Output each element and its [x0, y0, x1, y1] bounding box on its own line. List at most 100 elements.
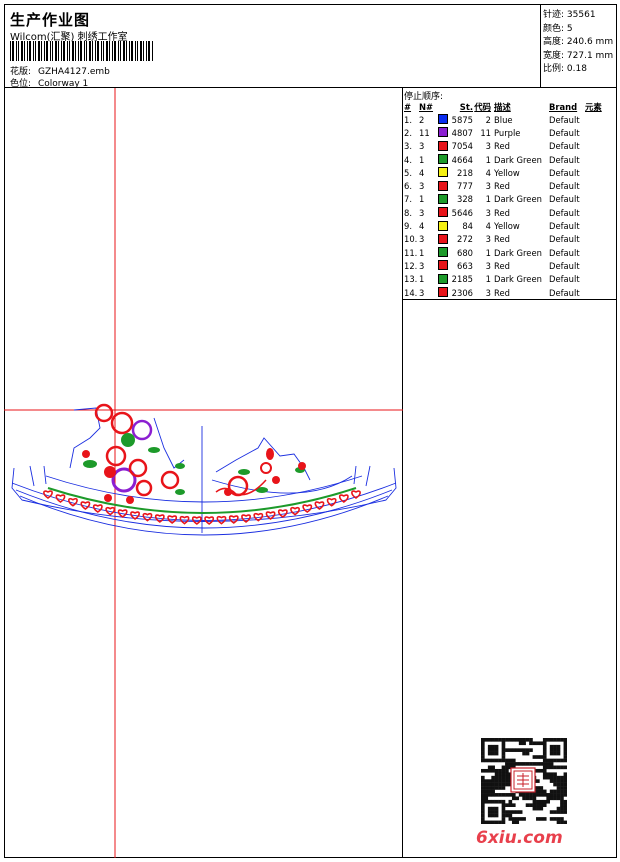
row-stitches: 4807 — [451, 127, 473, 138]
color-swatch — [438, 273, 448, 284]
row-code: 2 — [485, 114, 491, 125]
col-header-needle: N# — [419, 101, 434, 112]
red-seal-icon — [510, 767, 536, 793]
row-swatch — [438, 259, 451, 272]
heart-motif — [290, 506, 300, 516]
row-index: 7. — [404, 194, 412, 205]
header-panel: 生产作业图 Wilcom(汇聚) 刺绣工作室 花版: GZHA4127.emb 色… — [4, 4, 541, 89]
row-stitches: 218 — [457, 167, 473, 178]
design-canvas — [4, 88, 403, 858]
heart-motif — [154, 514, 165, 523]
heart-border — [43, 490, 361, 525]
row-swatch — [438, 153, 451, 166]
scale-row: 比例: 0.18 — [543, 61, 617, 75]
row-brand: Default — [549, 127, 580, 138]
row-swatch — [438, 140, 451, 153]
colorway-row: 色位: Colorway 1 — [10, 76, 88, 89]
width-value: 727.1 mm — [566, 50, 614, 61]
design-row: 花版: GZHA4127.emb — [10, 64, 110, 77]
row-index: 13. — [404, 274, 418, 285]
row-swatch — [438, 219, 451, 232]
row-needle: 4 — [419, 167, 425, 178]
row-index: 1. — [404, 114, 412, 125]
table-row: 1. 2 5875 2 Blue Default — [403, 113, 602, 126]
row-needle: 1 — [419, 194, 425, 205]
row-needle: 3 — [419, 260, 425, 271]
heart-motif — [191, 516, 202, 525]
heart-motif — [43, 490, 53, 499]
table-row: 7. 1 328 1 Dark Green Default — [403, 193, 602, 206]
row-swatch — [438, 233, 451, 246]
colors-label: 颜色: — [543, 23, 565, 34]
row-element — [585, 113, 602, 126]
row-code: 1 — [485, 247, 491, 258]
row-code: 3 — [485, 181, 491, 192]
table-row: 14. 3 2306 3 Red Default — [403, 286, 602, 299]
heart-motif — [179, 515, 190, 525]
row-needle: 1 — [419, 154, 425, 165]
row-index: 8. — [404, 207, 412, 218]
color-swatch — [438, 220, 448, 231]
row-description: Dark Green — [494, 274, 542, 285]
heart-motif — [204, 516, 215, 525]
row-stitches: 680 — [457, 247, 473, 258]
col-header-brand: Brand — [549, 101, 578, 112]
row-stitches: 4664 — [451, 154, 473, 165]
row-element — [585, 179, 602, 192]
design-label: 花版: — [10, 67, 32, 77]
row-index: 4. — [404, 154, 412, 165]
heart-motif — [68, 497, 78, 507]
row-brand: Default — [549, 247, 580, 258]
row-stitches: 777 — [457, 181, 473, 192]
row-description: Red — [494, 181, 510, 192]
row-index: 5. — [404, 167, 412, 178]
row-index: 3. — [404, 141, 412, 152]
scale-label: 比例: — [543, 64, 565, 74]
row-swatch — [438, 273, 451, 286]
row-code: 3 — [485, 260, 491, 271]
row-description: Dark Green — [494, 247, 542, 258]
col-header-description: 描述 — [494, 101, 511, 112]
row-needle: 2 — [419, 114, 425, 125]
row-code: 3 — [485, 234, 491, 245]
design-value: GZHA4127.emb — [38, 67, 110, 77]
row-swatch — [438, 246, 451, 259]
heart-motif — [277, 509, 288, 518]
row-swatch — [438, 179, 451, 192]
width-row: 宽度: 727.1 mm — [543, 48, 617, 62]
heart-motif — [351, 490, 361, 499]
row-stitches: 7054 — [451, 141, 473, 152]
heart-motif — [55, 494, 66, 503]
row-swatch — [438, 206, 451, 219]
row-needle: 1 — [419, 247, 425, 258]
scale-value: 0.18 — [566, 64, 587, 74]
color-swatch — [438, 207, 448, 218]
colors-row: 颜色: 5 — [543, 21, 617, 35]
row-brand: Default — [549, 181, 580, 192]
row-element — [585, 153, 602, 166]
heart-motif — [142, 512, 153, 522]
watermark-text: 6xiu.com — [476, 828, 563, 848]
row-stitches: 84 — [462, 221, 473, 232]
row-description: Red — [494, 234, 510, 245]
table-row: 8. 3 5646 3 Red Default — [403, 206, 602, 219]
row-needle: 3 — [419, 234, 425, 245]
row-code: 4 — [485, 167, 491, 178]
color-swatch — [438, 260, 448, 271]
blue-outline — [11, 407, 397, 536]
row-index: 10. — [404, 234, 418, 245]
stop-sequence-title: 停止顺序: — [404, 92, 444, 102]
color-swatch — [438, 233, 448, 244]
row-swatch — [438, 193, 451, 206]
heart-motif — [80, 501, 91, 510]
heart-motif — [302, 504, 313, 513]
row-brand: Default — [549, 141, 580, 152]
row-brand: Default — [549, 287, 580, 298]
table-row: 13. 1 2185 1 Dark Green Default — [403, 273, 602, 286]
row-stitches: 663 — [457, 260, 473, 271]
colors-value: 5 — [566, 23, 573, 34]
page-frame — [4, 4, 617, 858]
table-header-row: # N# St. 代码 描述 Brand 元素 — [403, 100, 602, 113]
row-index: 12. — [404, 260, 418, 271]
row-element — [585, 273, 602, 286]
